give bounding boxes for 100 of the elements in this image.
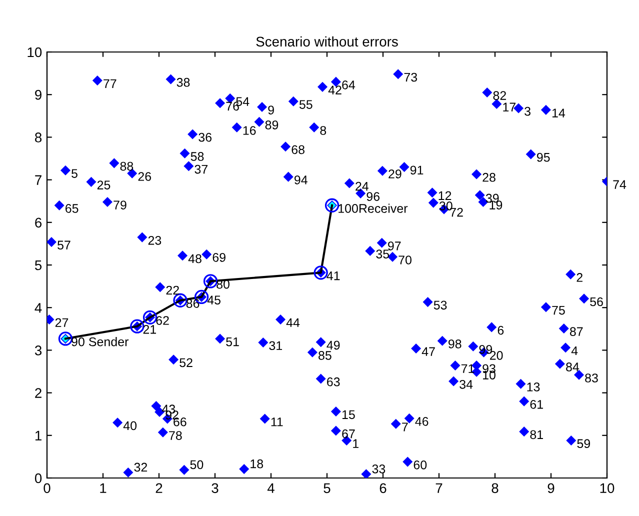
y-tick-label: 0 bbox=[34, 473, 42, 484]
annotation: 22 bbox=[166, 286, 179, 295]
annotation: 15 bbox=[342, 410, 355, 420]
annotation: 46 bbox=[415, 417, 428, 426]
y-tick-label: 1 bbox=[35, 430, 42, 440]
annotation: 28 bbox=[482, 172, 496, 182]
annotation: 11 bbox=[271, 418, 283, 426]
annotation: 69 bbox=[212, 253, 226, 262]
annotation: 13 bbox=[527, 382, 540, 392]
annotation: 90 Sender bbox=[72, 337, 129, 346]
annotation: 93 bbox=[482, 364, 496, 374]
annotation: 33 bbox=[372, 464, 386, 474]
annotation: 97 bbox=[388, 242, 401, 250]
annotation: 72 bbox=[450, 208, 463, 217]
annotation: 18 bbox=[250, 459, 264, 468]
annotation: 37 bbox=[194, 164, 208, 174]
y-tick-label: 6 bbox=[35, 218, 42, 228]
annotation: 62 bbox=[156, 316, 169, 325]
annotation: 59 bbox=[577, 439, 590, 448]
chart-title: Scenario without errors bbox=[256, 36, 398, 47]
annotation: 66 bbox=[174, 417, 186, 426]
y-tick-label: 8 bbox=[35, 132, 42, 142]
annotation: 83 bbox=[585, 374, 598, 382]
annotation: 91 bbox=[410, 166, 424, 175]
annotation: 12 bbox=[438, 191, 452, 200]
y-tick-label: 9 bbox=[35, 90, 42, 100]
annotation: 19 bbox=[490, 200, 502, 210]
annotation: 68 bbox=[292, 145, 304, 154]
annotation: 85 bbox=[318, 351, 332, 360]
annotation: 31 bbox=[269, 341, 282, 350]
annotation: 57 bbox=[58, 240, 70, 250]
annotation: 50 bbox=[190, 460, 204, 470]
annotation: 42 bbox=[328, 86, 342, 94]
annotation: 82 bbox=[493, 91, 506, 100]
y-tick-label: 7 bbox=[35, 175, 42, 185]
annotation: 77 bbox=[104, 79, 116, 88]
annotation: 21 bbox=[143, 325, 156, 334]
annotation: 14 bbox=[552, 108, 566, 118]
annotation: 26 bbox=[138, 172, 152, 181]
annotation: 20 bbox=[490, 351, 503, 360]
x-tick-label: 4 bbox=[267, 483, 274, 493]
annotation: 2 bbox=[576, 273, 582, 282]
annotation: 7 bbox=[402, 422, 408, 432]
annotation: 53 bbox=[434, 300, 447, 310]
annotation: 24 bbox=[356, 182, 368, 191]
annotation: 58 bbox=[190, 152, 204, 161]
annotation: 88 bbox=[120, 162, 134, 171]
annotation: 25 bbox=[97, 180, 110, 190]
y-tick-label: 4 bbox=[34, 303, 42, 313]
annotation: 41 bbox=[326, 271, 340, 280]
annotation: 36 bbox=[198, 132, 212, 142]
annotation: 98 bbox=[448, 340, 462, 348]
x-tick-label: 1 bbox=[100, 483, 106, 493]
annotation: 29 bbox=[388, 170, 402, 178]
annotation: 63 bbox=[327, 377, 340, 386]
annotation: 67 bbox=[342, 429, 355, 438]
annotation: 100Receiver bbox=[338, 204, 408, 213]
annotation: 23 bbox=[148, 236, 162, 245]
annotation: 52 bbox=[180, 358, 192, 368]
x-tick-label: 7 bbox=[436, 483, 442, 493]
annotation: 32 bbox=[134, 462, 148, 472]
annotation: 71 bbox=[461, 364, 474, 373]
annotation: 60 bbox=[414, 460, 427, 470]
annotation: 75 bbox=[552, 306, 565, 315]
annotation: 73 bbox=[404, 72, 418, 82]
x-tick-label: 0 bbox=[44, 483, 50, 494]
annotation: 84 bbox=[566, 362, 580, 372]
annotation: 39 bbox=[486, 194, 499, 203]
x-tick-label: 5 bbox=[324, 483, 330, 494]
annotation: 38 bbox=[176, 78, 190, 87]
annotation: 6 bbox=[498, 326, 504, 335]
annotation: 86 bbox=[186, 299, 200, 308]
annotation: 89 bbox=[265, 120, 278, 130]
annotation: 45 bbox=[207, 296, 220, 304]
annotation: 48 bbox=[188, 254, 202, 264]
x-tick-label: 9 bbox=[548, 483, 554, 494]
annotation: 35 bbox=[376, 250, 390, 258]
y-tick-label: 3 bbox=[34, 346, 42, 356]
annotation: 81 bbox=[530, 430, 543, 440]
annotation: 79 bbox=[114, 200, 126, 210]
annotation: 70 bbox=[398, 256, 412, 264]
annotation: 55 bbox=[299, 100, 312, 109]
annotation: 8 bbox=[320, 126, 326, 135]
annotation: 51 bbox=[226, 337, 239, 346]
x-tick-label: 3 bbox=[212, 483, 218, 494]
x-tick-label: 2 bbox=[156, 483, 162, 493]
annotation: 40 bbox=[123, 421, 137, 430]
annotation: 9 bbox=[268, 106, 274, 114]
annotation: 96 bbox=[366, 192, 380, 201]
annotation: 74 bbox=[613, 180, 626, 189]
y-tick-label: 10 bbox=[28, 47, 42, 58]
annotation: 56 bbox=[590, 297, 603, 306]
annotation: 64 bbox=[342, 80, 356, 90]
annotation: 16 bbox=[243, 126, 256, 135]
annotation: 17 bbox=[503, 102, 516, 112]
annotation: 94 bbox=[294, 175, 308, 184]
annotation: 44 bbox=[286, 318, 300, 327]
annotation: 61 bbox=[530, 400, 543, 409]
annotation: 27 bbox=[55, 318, 68, 327]
annotation: 1 bbox=[353, 439, 358, 448]
